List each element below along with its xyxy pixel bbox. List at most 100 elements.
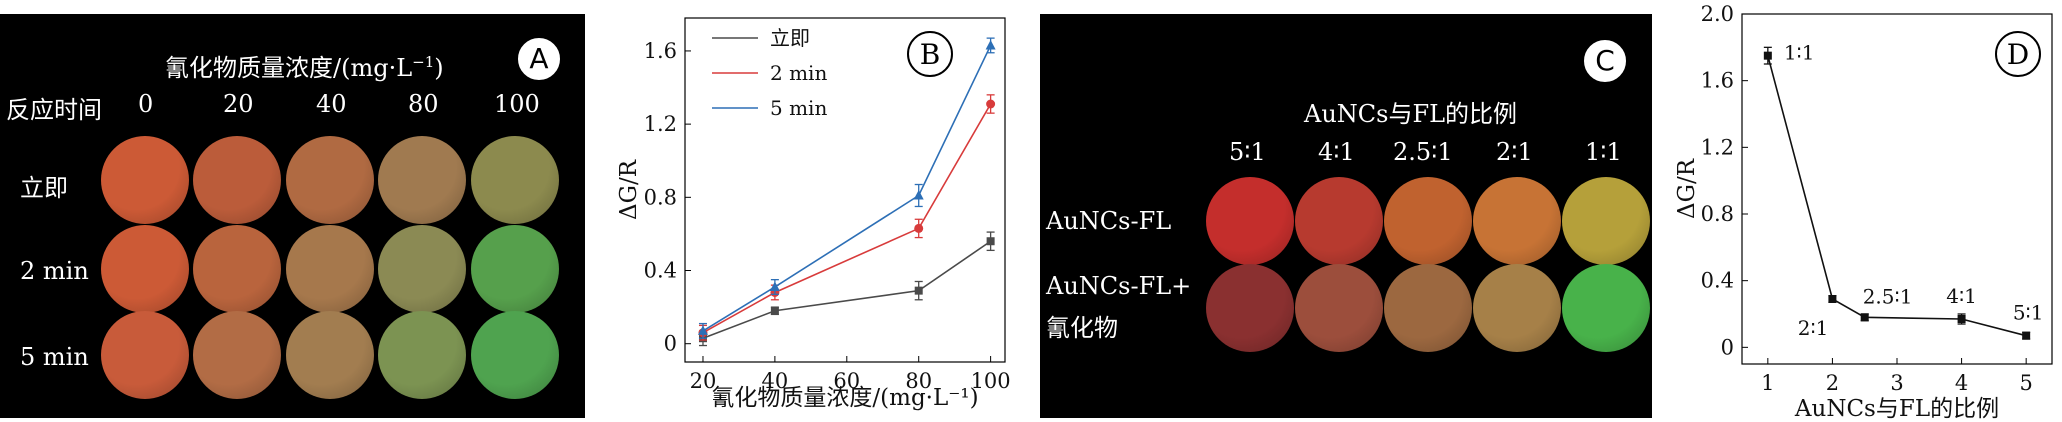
panel-c-sample-circle	[1562, 177, 1650, 265]
panel-a-column-label: 40	[316, 90, 347, 118]
panel-a-column-label: 80	[408, 90, 439, 118]
panel-a-column-label: 20	[223, 90, 254, 118]
panel-b-x-tick-label: 60	[833, 369, 860, 393]
panel-b-data-point	[985, 39, 996, 50]
panel-b-data-point	[986, 99, 996, 109]
panel-d-y-tick-label: 2.0	[1701, 2, 1734, 26]
panel-d-x-tick-label: 1	[1761, 371, 1774, 395]
panel-d-x-tick-label: 3	[1890, 371, 1903, 395]
panel-b-series-line	[702, 45, 992, 332]
panel-c-sample-circle	[1295, 264, 1383, 352]
panel-b-x-tick-label: 40	[762, 369, 789, 393]
panel-d-y-tick-label: 0.4	[1701, 269, 1734, 293]
panel-b-series-line	[702, 103, 992, 334]
panel-a-badge: A	[516, 36, 562, 82]
panel-c-row-label: AuNCs-FL+	[1046, 272, 1192, 300]
panel-b-x-tick-label: 80	[905, 369, 932, 393]
panel-c-sample-circle	[1562, 264, 1650, 352]
panel-a-sample-circle	[286, 136, 374, 224]
panel-a-row-label: 5 min	[20, 343, 89, 371]
panel-b-data-point	[697, 325, 708, 335]
panel-d-point-label: 1∶1	[1784, 41, 1815, 65]
panel-c-sample-circle	[1384, 177, 1472, 265]
panel-a-column-label: 0	[138, 90, 154, 118]
panel-a-sample-circle	[471, 311, 559, 399]
panel-b-legend-label: 2 min	[770, 61, 827, 85]
panel-b-data-point	[770, 306, 779, 315]
panel-a-sample-circle	[101, 225, 189, 313]
panel-a-header-text: 氰化物质量浓度/(mg·L	[165, 54, 413, 82]
panel-d-x-tick-label: 4	[1955, 371, 1968, 395]
panel-b-legend-label: 5 min	[770, 96, 827, 120]
panel-b-series-line	[702, 240, 992, 339]
panel-d-y-tick-label: 1.2	[1701, 135, 1734, 159]
panel-c-sample-circle	[1295, 177, 1383, 265]
panel-d-y-tick-label: 0.8	[1701, 202, 1734, 226]
panel-a-sample-circle	[378, 311, 466, 399]
panel-b-y-tick-label: 0.4	[644, 259, 677, 283]
panel-b-data-point	[914, 223, 924, 233]
panel-d-badge-circle	[1995, 31, 2041, 77]
panel-c-column-label: 2∶1	[1496, 138, 1533, 166]
panel-a-row-label: 2 min	[20, 257, 89, 285]
panel-b-data-point	[986, 237, 995, 246]
panel-c-photo-grid: C AuNCs与FL的比例 5∶1 4∶1 2.5∶1 2∶1 1∶1 AuNCs-FL…	[1040, 14, 1652, 418]
panel-b-badge: B	[920, 38, 941, 71]
panel-b-y-tick-label: 0	[664, 332, 677, 356]
panel-b-x-tick-label: 100	[971, 369, 1011, 393]
panel-b-x-axis-label: 氰化物质量浓度/(mg·L⁻¹)	[711, 385, 978, 411]
panel-a-row-label: 立即	[20, 174, 68, 202]
panel-a-sample-circle	[378, 225, 466, 313]
panel-d-line-chart: 1 2 3 4 5 0 0.4 0.8 1.2 1.6 2.0 AuNCs与FL的比例 ΔG/R 1∶1 2…	[1674, 2, 2053, 422]
panel-d-y-tick-label: 0	[1721, 335, 1734, 359]
panel-c-column-label: 2.5∶1	[1393, 138, 1453, 166]
panel-b-y-axis-label: ΔG/R	[616, 159, 642, 220]
panel-d-x-tick-label: 5	[2019, 371, 2032, 395]
panel-a-photo-grid: A 氰化物质量浓度/(mg·L−1) 反应时间 0 20 40 80 100 立即 2 m…	[0, 14, 585, 418]
panel-c-sample-circle	[1384, 264, 1472, 352]
panel-b-y-tick-label: 1.2	[644, 112, 677, 136]
panel-d-point-label: 4∶1	[1946, 284, 1977, 308]
panel-d-point-label: 5∶1	[2013, 301, 2044, 325]
panel-a-sample-circle	[193, 311, 281, 399]
panel-b-data-point	[769, 281, 780, 291]
panel-b-badge-circle	[907, 31, 953, 77]
panel-c-sample-circle	[1206, 264, 1294, 352]
panel-a-sample-circle	[101, 136, 189, 224]
panel-d-y-axis-label: ΔG/R	[1674, 158, 1700, 219]
panel-b-line-chart: 20 40 60 80 100 0 0.4 0.8 1.2 1.6 氰化物质量浓度/(mg·L⁻¹)…	[616, 17, 1011, 411]
panel-b-axes-frame	[684, 17, 1006, 363]
panel-d-data-point	[2022, 331, 2031, 340]
panel-b-y-tick-label: 1.6	[644, 39, 677, 63]
panel-d-data-point	[1763, 51, 1772, 60]
panel-a-sample-circle	[286, 225, 374, 313]
panel-c-sample-circle	[1473, 177, 1561, 265]
panel-a-sample-circle	[193, 225, 281, 313]
panel-b-y-tick-label: 0.8	[644, 185, 677, 209]
panel-c-column-label: 5∶1	[1229, 138, 1266, 166]
panel-a-header-close: )	[434, 54, 444, 82]
panel-a-row-header: 反应时间	[6, 96, 102, 124]
panel-c-row-label: 氰化物	[1046, 314, 1118, 342]
panel-d-data-point	[1860, 313, 1869, 322]
panel-c-column-label: 4∶1	[1318, 138, 1355, 166]
panel-d-x-tick-label: 2	[1826, 371, 1839, 395]
panel-b-data-point	[913, 189, 924, 200]
panel-d-data-point	[1828, 295, 1837, 303]
panel-b-data-point	[914, 286, 923, 295]
panel-c-row-label: AuNCs-FL	[1046, 207, 1172, 235]
panel-a-header-sup: −1	[412, 53, 435, 71]
panel-d-x-axis-label: AuNCs与FL的比例	[1794, 396, 1999, 422]
panel-d-y-tick-label: 1.6	[1701, 69, 1734, 93]
panel-a-column-label: 100	[494, 90, 540, 118]
panel-c-sample-circle	[1206, 177, 1294, 265]
panel-d-badge: D	[2007, 38, 2029, 71]
panel-a-sample-circle	[471, 225, 559, 313]
panel-c-badge: C	[1582, 38, 1628, 84]
panel-b-x-tick-label: 20	[690, 369, 717, 393]
panel-c-sample-circle	[1473, 264, 1561, 352]
panel-d-data-point	[1957, 315, 1966, 323]
panel-c-column-label: 1∶1	[1585, 138, 1622, 166]
panel-d-point-label: 2.5∶1	[1863, 284, 1913, 308]
panel-a-header: 氰化物质量浓度/(mg·L−1)	[165, 48, 444, 83]
